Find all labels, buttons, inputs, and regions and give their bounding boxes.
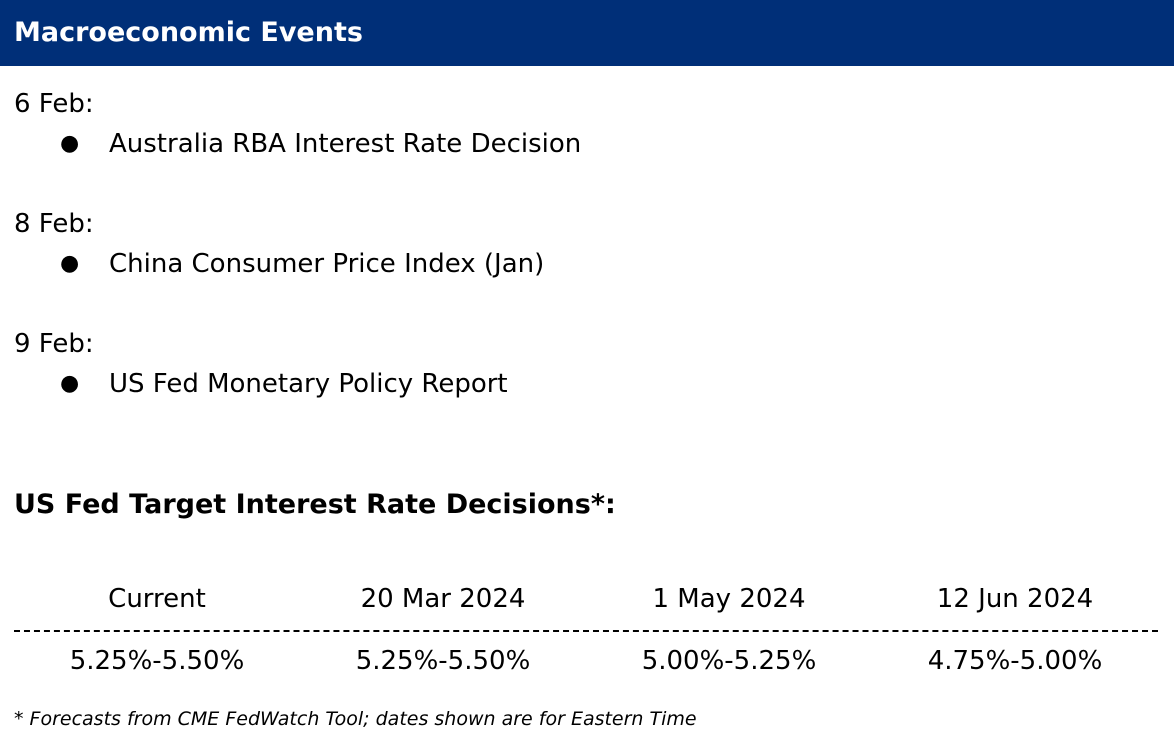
event-description: China Consumer Price Index (Jan) [109, 249, 545, 279]
event-date: 8 Feb: [14, 209, 94, 239]
page-title: Macroeconomic Events [14, 17, 363, 48]
column-header: 1 May 2024 [652, 584, 806, 614]
bullet-icon: ● [60, 251, 80, 276]
rate-section-title: US Fed Target Interest Rate Decisions*: [14, 489, 616, 520]
footnote: * Forecasts from CME FedWatch Tool; date… [14, 708, 697, 730]
rate-value: 5.25%-5.50% [69, 646, 245, 676]
event-description: US Fed Monetary Policy Report [109, 369, 508, 399]
rate-table: Current 20 Mar 2024 1 May 2024 12 Jun 20… [14, 580, 1158, 680]
rate-value: 5.00%-5.25% [641, 646, 817, 676]
rate-header-row: Current 20 Mar 2024 1 May 2024 12 Jun 20… [14, 580, 1158, 620]
event-date: 6 Feb: [14, 89, 94, 119]
event-date: 9 Feb: [14, 329, 94, 359]
dashed-divider [14, 630, 1158, 632]
bullet-icon: ● [60, 371, 80, 396]
rate-value-row: 5.25%-5.50% 5.25%-5.50% 5.00%-5.25% 4.75… [14, 642, 1158, 680]
column-header: 12 Jun 2024 [936, 584, 1094, 614]
event-description: Australia RBA Interest Rate Decision [109, 129, 582, 159]
bullet-icon: ● [60, 131, 80, 156]
header-bar: Macroeconomic Events [0, 0, 1174, 66]
rate-value: 5.25%-5.50% [355, 646, 531, 676]
column-header: Current [108, 584, 206, 614]
rate-value: 4.75%-5.00% [927, 646, 1103, 676]
column-header: 20 Mar 2024 [360, 584, 526, 614]
